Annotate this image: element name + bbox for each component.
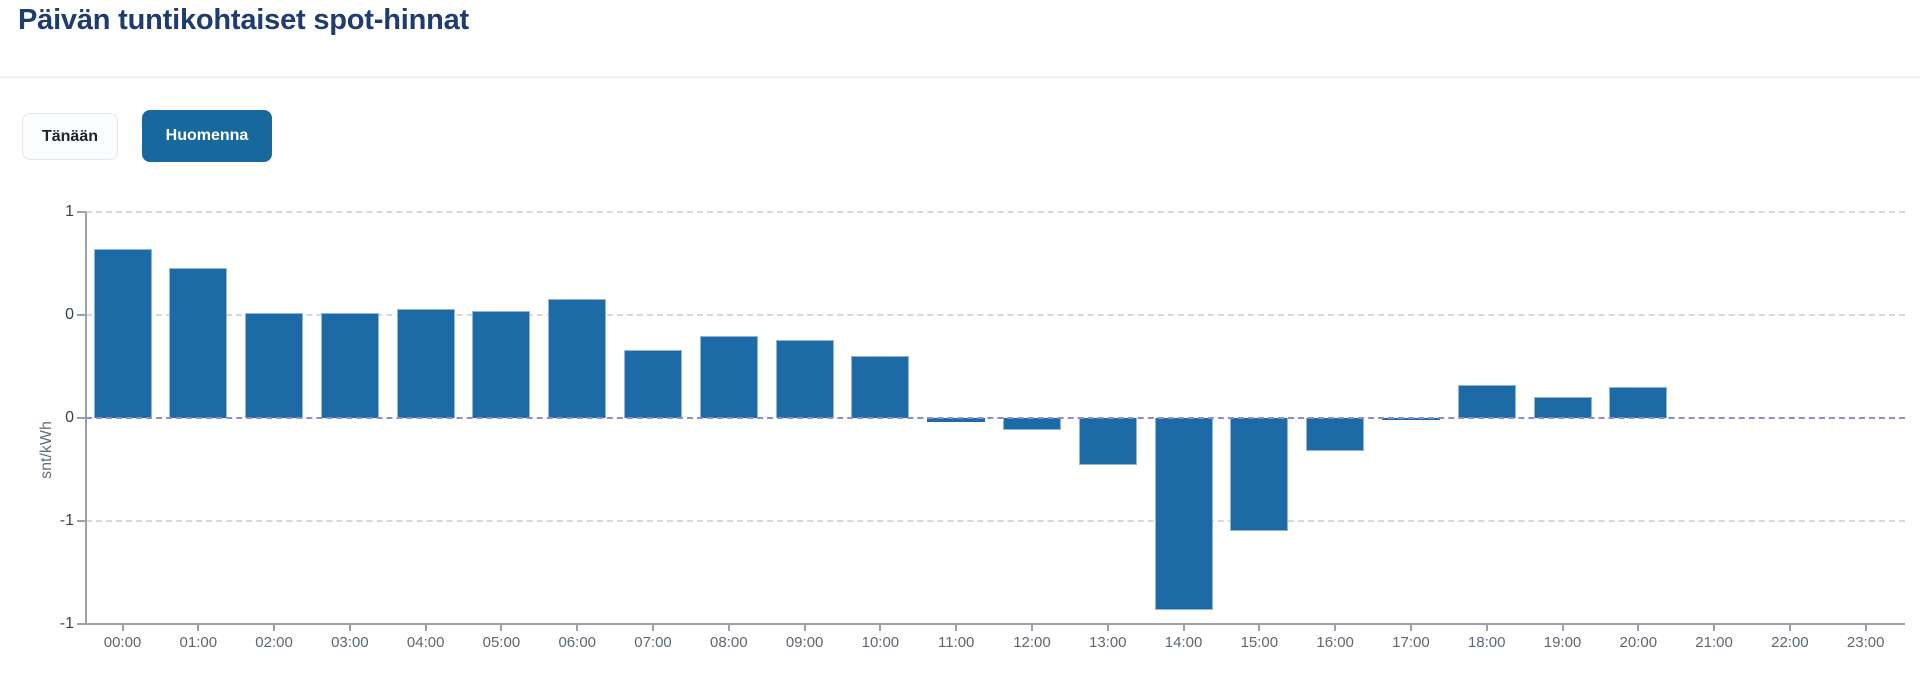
x-axis-tick	[1485, 624, 1488, 631]
bar-10:00[interactable]	[851, 356, 910, 418]
bar-05:00[interactable]	[472, 310, 531, 418]
bar-11:00[interactable]	[927, 418, 986, 423]
x-tick-label: 07:00	[634, 634, 672, 651]
y-axis-title: snt/kWh	[38, 421, 55, 479]
x-axis-tick	[273, 624, 276, 631]
y-tick-label: 1	[65, 203, 74, 220]
x-tick-label: 20:00	[1619, 634, 1658, 651]
bar-07:00[interactable]	[624, 350, 683, 418]
x-tick-label: 17:00	[1392, 634, 1430, 651]
gridline	[86, 314, 1905, 316]
x-axis-tick	[879, 624, 882, 631]
x-tick-label: 11:00	[937, 634, 975, 651]
x-axis-tick	[652, 624, 655, 631]
x-axis-tick	[348, 624, 351, 631]
x-axis-tick	[500, 624, 503, 631]
x-tick-label: 22:00	[1771, 634, 1809, 651]
bar-04:00[interactable]	[396, 308, 455, 418]
y-tick-label: 0	[65, 409, 74, 426]
x-tick-label: 02:00	[255, 634, 293, 651]
x-axis-tick	[197, 624, 200, 631]
y-tick-label: -1	[59, 512, 74, 529]
x-tick-label: 03:00	[331, 634, 369, 651]
y-axis-tick	[77, 520, 86, 522]
bar-16:00[interactable]	[1306, 418, 1365, 451]
bar-18:00[interactable]	[1457, 385, 1516, 418]
bar-06:00[interactable]	[548, 298, 607, 418]
bar-08:00[interactable]	[699, 335, 758, 418]
bar-02:00[interactable]	[245, 312, 304, 418]
x-axis-tick	[1258, 624, 1261, 631]
today-button[interactable]: Tänään	[22, 113, 118, 160]
bar-17:00[interactable]	[1381, 418, 1440, 421]
x-axis-tick	[1788, 624, 1791, 631]
bar-01:00[interactable]	[169, 267, 228, 418]
x-axis-line	[86, 623, 1905, 625]
y-axis-tick	[77, 623, 86, 625]
x-tick-label: 01:00	[179, 634, 218, 651]
bar-14:00[interactable]	[1154, 418, 1213, 610]
x-tick-label: 13:00	[1088, 634, 1127, 651]
bar-13:00[interactable]	[1078, 418, 1137, 466]
x-tick-label: 05:00	[482, 634, 521, 651]
x-axis-tick	[1030, 624, 1033, 631]
bar-15:00[interactable]	[1230, 418, 1289, 532]
y-tick-label: 0	[65, 306, 74, 323]
gridline	[86, 520, 1905, 522]
x-axis-tick	[1182, 624, 1185, 631]
tomorrow-button[interactable]: Huomenna	[142, 110, 272, 162]
x-axis-tick	[1561, 624, 1564, 631]
x-tick-label: 18:00	[1467, 634, 1506, 651]
bar-20:00[interactable]	[1609, 387, 1668, 418]
bar-03:00[interactable]	[320, 312, 379, 418]
x-tick-label: 23:00	[1846, 634, 1885, 651]
x-axis-tick	[1637, 624, 1640, 631]
x-axis-tick	[803, 624, 806, 631]
bar-09:00[interactable]	[775, 339, 834, 418]
x-tick-label: 00:00	[103, 634, 142, 651]
x-tick-label: 08:00	[710, 634, 748, 651]
x-axis-tick	[121, 624, 124, 631]
x-tick-label: 15:00	[1240, 634, 1279, 651]
x-axis-tick	[1334, 624, 1337, 631]
x-tick-label: 12:00	[1013, 634, 1051, 651]
x-tick-label: 14:00	[1164, 634, 1203, 651]
zero-gridline	[86, 417, 1905, 419]
x-axis-tick	[576, 624, 579, 631]
y-axis-tick	[77, 211, 86, 213]
x-axis-tick	[955, 624, 958, 631]
x-tick-label: 10:00	[861, 634, 900, 651]
gridline	[86, 211, 1905, 213]
y-axis-tick	[77, 314, 86, 316]
bar-00:00[interactable]	[93, 249, 152, 418]
title-divider	[0, 76, 1920, 78]
x-axis-tick	[424, 624, 427, 631]
x-tick-label: 16:00	[1316, 634, 1354, 651]
x-tick-label: 19:00	[1543, 634, 1582, 651]
y-axis-tick	[77, 417, 86, 419]
page-title: Päivän tuntikohtaiset spot-hinnat	[18, 4, 469, 36]
bar-19:00[interactable]	[1533, 397, 1592, 418]
y-tick-label: -1	[59, 615, 74, 632]
x-axis-tick	[727, 624, 730, 631]
bar-12:00[interactable]	[1002, 418, 1061, 431]
x-axis-tick	[1106, 624, 1109, 631]
x-axis-tick	[1409, 624, 1412, 631]
x-axis-tick	[1713, 624, 1716, 631]
x-tick-label: 09:00	[785, 634, 824, 651]
x-axis-tick	[1864, 624, 1867, 631]
x-tick-label: 21:00	[1695, 634, 1733, 651]
x-tick-label: 06:00	[558, 634, 597, 651]
x-tick-label: 04:00	[406, 634, 445, 651]
